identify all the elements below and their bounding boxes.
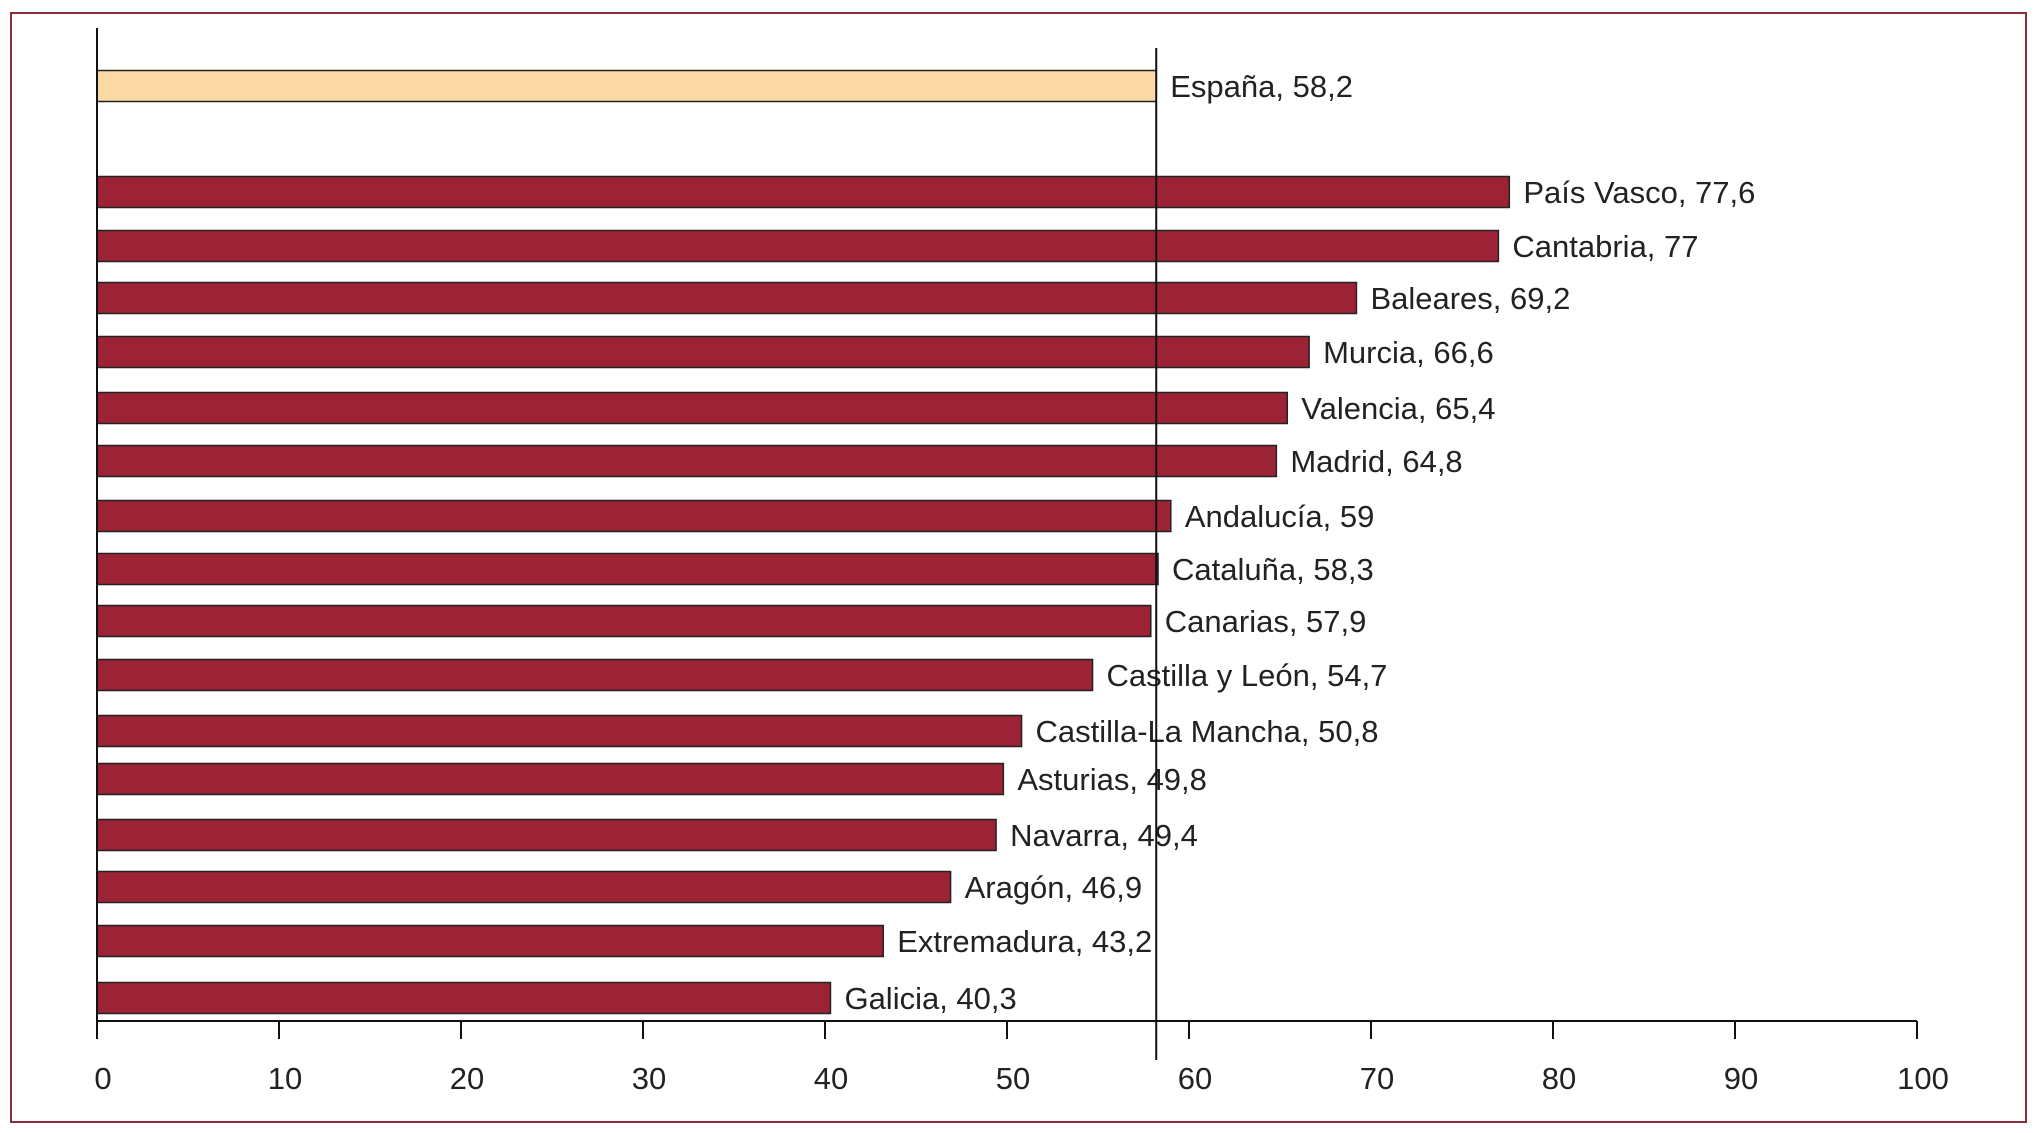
bar-label: Murcia, 66,6: [1323, 335, 1494, 370]
bar-label: Baleares, 69,2: [1370, 281, 1570, 316]
bar-label: Valencia, 65,4: [1301, 391, 1495, 426]
bar-label: Navarra, 49,4: [1010, 818, 1198, 853]
bar: [96, 604, 1152, 638]
bar-labels-layer: España, 58,2 País Vasco, 77,6 Cantabria, 7…: [844, 69, 1755, 1016]
bar: [96, 391, 1289, 425]
x-tick-label: 10: [268, 1061, 302, 1096]
x-tick-label: 100: [1897, 1061, 1949, 1096]
bar-label: Extremadura, 43,2: [897, 924, 1152, 959]
x-tick-label: 80: [1542, 1061, 1576, 1096]
x-tick-label: 20: [450, 1061, 484, 1096]
bar-label: Castilla y León, 54,7: [1107, 658, 1388, 693]
bar-label: País Vasco, 77,6: [1523, 175, 1755, 210]
x-tick-label: 90: [1724, 1061, 1758, 1096]
bar: [96, 281, 1358, 315]
bar-label: España, 58,2: [1170, 69, 1353, 104]
bar: [96, 658, 1094, 692]
bar: [96, 444, 1278, 478]
bar: [96, 552, 1159, 586]
x-axis: 0 10 20 30 40 50 60 70 80 90 100: [94, 28, 1949, 1096]
bar: [96, 229, 1500, 263]
bars-layer: [96, 69, 1511, 1015]
bar-label: Canarias, 57,9: [1165, 604, 1367, 639]
x-tick-label: 70: [1360, 1061, 1394, 1096]
bar-label: Aragón, 46,9: [965, 870, 1143, 905]
bar: [96, 924, 884, 958]
x-tick-label: 60: [1178, 1061, 1212, 1096]
x-tick-label: 50: [996, 1061, 1030, 1096]
bar: [96, 499, 1172, 533]
bar: [96, 714, 1023, 748]
bar-label: Cantabria, 77: [1512, 229, 1698, 264]
bar-label: Andalucía, 59: [1185, 499, 1375, 534]
bar: [96, 818, 997, 852]
bar-label: Galicia, 40,3: [844, 981, 1016, 1016]
x-tick-label: 40: [814, 1061, 848, 1096]
bar: [96, 335, 1310, 369]
bar: [96, 175, 1511, 209]
x-tick-label: 30: [632, 1061, 666, 1096]
bar-label: Madrid, 64,8: [1290, 444, 1462, 479]
chart-frame: [10, 12, 2027, 1123]
bar: [96, 69, 1157, 103]
bar-label: Cataluña, 58,3: [1172, 552, 1374, 587]
bar-label: Castilla-La Mancha, 50,8: [1036, 714, 1379, 749]
bar: [96, 981, 832, 1015]
x-tick-label: 0: [94, 1061, 111, 1096]
bar: [96, 870, 952, 904]
bar-label: Asturias, 49,8: [1017, 762, 1207, 797]
bar: [96, 762, 1005, 796]
